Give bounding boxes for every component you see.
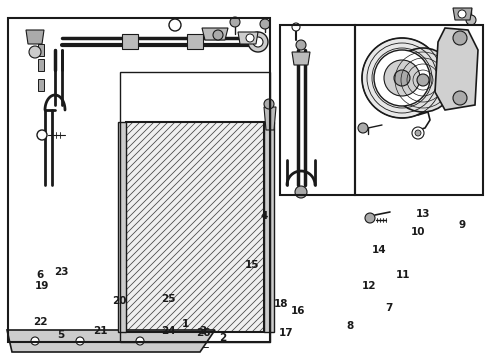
- Text: 10: 10: [410, 227, 425, 237]
- Polygon shape: [186, 34, 203, 49]
- Text: 8: 8: [346, 321, 352, 331]
- Circle shape: [411, 127, 423, 139]
- Circle shape: [213, 30, 223, 40]
- Circle shape: [37, 130, 47, 140]
- Text: 2: 2: [219, 333, 225, 343]
- Text: 12: 12: [361, 281, 376, 291]
- Circle shape: [260, 19, 269, 29]
- Circle shape: [31, 337, 39, 345]
- Text: 21: 21: [93, 326, 107, 336]
- Circle shape: [452, 91, 466, 105]
- Polygon shape: [434, 28, 477, 110]
- Text: 5: 5: [58, 330, 64, 340]
- Circle shape: [364, 213, 374, 223]
- Polygon shape: [122, 34, 138, 49]
- Circle shape: [414, 130, 420, 136]
- Text: 15: 15: [244, 260, 259, 270]
- Circle shape: [390, 48, 454, 112]
- Circle shape: [245, 34, 253, 42]
- Polygon shape: [38, 59, 44, 71]
- Circle shape: [264, 99, 273, 109]
- Circle shape: [393, 70, 409, 86]
- Circle shape: [76, 337, 84, 345]
- Polygon shape: [238, 32, 258, 44]
- Text: 1: 1: [182, 319, 189, 329]
- Text: 20: 20: [112, 296, 127, 306]
- Text: 19: 19: [34, 281, 49, 291]
- Text: 3: 3: [199, 326, 206, 336]
- Polygon shape: [264, 122, 273, 332]
- Circle shape: [457, 10, 465, 18]
- Polygon shape: [264, 107, 275, 130]
- Circle shape: [361, 38, 441, 118]
- Polygon shape: [291, 52, 309, 65]
- Text: 11: 11: [395, 270, 410, 280]
- Circle shape: [452, 31, 466, 45]
- Text: 18: 18: [273, 299, 288, 309]
- Polygon shape: [38, 44, 44, 56]
- Text: 16: 16: [290, 306, 305, 316]
- Bar: [280, 25, 354, 195]
- Polygon shape: [38, 79, 44, 91]
- Circle shape: [247, 32, 267, 52]
- Circle shape: [294, 186, 306, 198]
- Circle shape: [295, 40, 305, 50]
- Polygon shape: [26, 30, 44, 44]
- Text: 9: 9: [458, 220, 465, 230]
- Text: 24: 24: [161, 326, 176, 336]
- Circle shape: [383, 60, 419, 96]
- Polygon shape: [7, 330, 215, 352]
- Text: 13: 13: [415, 209, 429, 219]
- Circle shape: [29, 46, 41, 58]
- Polygon shape: [202, 28, 227, 40]
- Circle shape: [465, 15, 475, 25]
- Bar: [120, 72, 269, 342]
- Circle shape: [136, 337, 143, 345]
- Text: 25: 25: [161, 294, 176, 304]
- Text: 7: 7: [384, 303, 392, 313]
- Text: 26: 26: [195, 328, 210, 338]
- Circle shape: [373, 50, 429, 106]
- Circle shape: [357, 123, 367, 133]
- Bar: [354, 25, 482, 195]
- Circle shape: [291, 23, 299, 31]
- Polygon shape: [452, 8, 471, 20]
- Bar: [126, 122, 264, 332]
- Text: 17: 17: [278, 328, 293, 338]
- Circle shape: [416, 74, 428, 86]
- Text: 4: 4: [260, 211, 267, 221]
- Bar: [126, 122, 264, 332]
- Circle shape: [252, 37, 263, 47]
- Text: 6: 6: [37, 270, 43, 280]
- Circle shape: [229, 17, 240, 27]
- Bar: [8, 18, 269, 342]
- Polygon shape: [118, 122, 126, 332]
- Text: 22: 22: [33, 317, 47, 327]
- Text: 23: 23: [54, 267, 68, 277]
- Circle shape: [169, 19, 181, 31]
- Text: 14: 14: [371, 245, 386, 255]
